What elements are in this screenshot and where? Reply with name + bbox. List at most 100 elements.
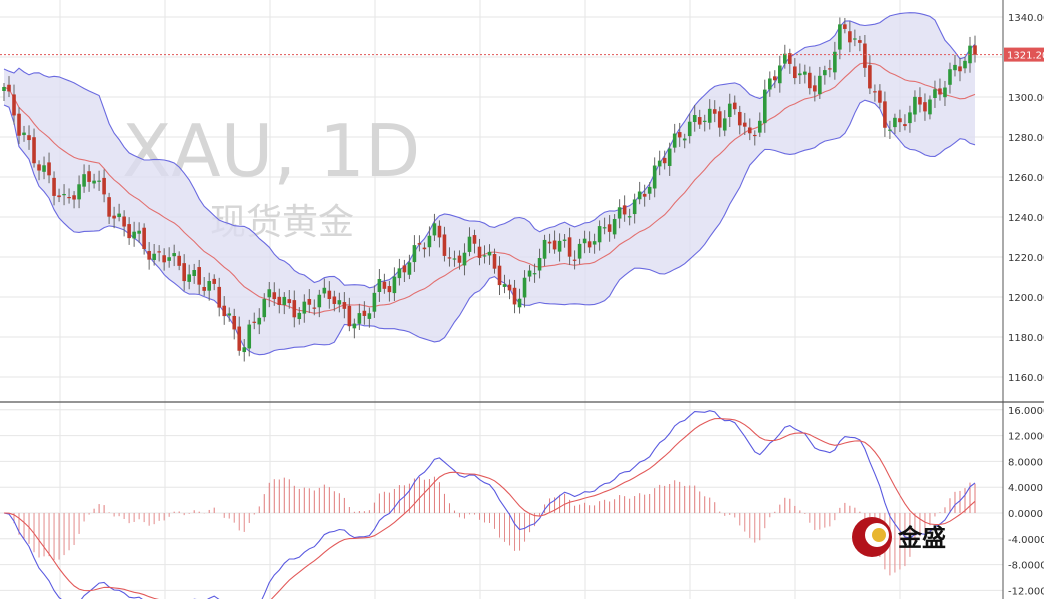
candle-body xyxy=(432,223,437,236)
candle-body xyxy=(823,70,827,76)
candle-body xyxy=(457,255,462,263)
candle-body xyxy=(848,31,852,43)
candle-body xyxy=(918,97,922,105)
candle-body xyxy=(772,76,777,81)
candle-body xyxy=(838,24,842,50)
candle-body xyxy=(923,102,927,112)
candle-body xyxy=(777,65,782,84)
candles xyxy=(2,17,977,362)
candle-body xyxy=(317,294,322,308)
price-tick-label: 1260.00 xyxy=(1008,173,1044,184)
candle-body xyxy=(207,281,212,291)
candle-body xyxy=(312,307,317,309)
candle-body xyxy=(412,245,417,263)
candle-body xyxy=(672,133,677,148)
candle-body xyxy=(402,265,407,273)
candle-body xyxy=(142,227,146,249)
candle-body xyxy=(803,71,807,75)
candle-body xyxy=(167,257,171,261)
candle-body xyxy=(272,292,277,300)
price-tick-label: 1200.00 xyxy=(1008,293,1044,304)
candle-body xyxy=(352,323,357,329)
macd-tick-label: 8.0000 xyxy=(1008,457,1043,468)
candle-body xyxy=(122,216,126,227)
candle-body xyxy=(247,324,252,349)
candle-body xyxy=(392,276,397,294)
candle-body xyxy=(818,75,822,95)
band-lower xyxy=(3,99,976,356)
candle-body xyxy=(913,96,917,115)
candle-body xyxy=(12,94,16,116)
candle-body xyxy=(147,250,151,260)
candle-body xyxy=(222,305,227,317)
brand-name: 金盛 xyxy=(897,524,946,552)
candle-body xyxy=(217,286,222,308)
candle-body xyxy=(452,258,457,260)
candle-body xyxy=(702,120,707,122)
candle-body xyxy=(502,284,507,287)
candle-body xyxy=(883,101,887,128)
candle-body xyxy=(742,122,747,127)
candle-body xyxy=(152,253,156,260)
last-price-label: 1321.20 xyxy=(1007,51,1044,62)
bollinger-band xyxy=(3,12,976,356)
candle-body xyxy=(372,292,377,312)
candle-body xyxy=(737,111,742,126)
candle-body xyxy=(337,300,342,305)
candle-body xyxy=(492,254,497,269)
band-upper xyxy=(3,12,976,289)
price-tick-label: 1240.00 xyxy=(1008,213,1044,224)
macd-tick-label: 4.0000 xyxy=(1008,483,1043,494)
macd-lines xyxy=(3,410,976,599)
candle-body xyxy=(813,85,817,92)
candle-body xyxy=(237,326,242,351)
candle-body xyxy=(387,286,392,293)
candle-body xyxy=(202,286,207,291)
brand-logo: 金盛 xyxy=(852,517,946,557)
candle-body xyxy=(117,213,121,218)
candle-body xyxy=(332,296,337,304)
candle-body xyxy=(427,235,432,248)
candle-body xyxy=(717,111,722,128)
candle-body xyxy=(112,215,116,219)
candle-body xyxy=(682,138,687,141)
candle-body xyxy=(362,310,367,316)
candle-body xyxy=(72,195,76,200)
candle-body xyxy=(517,298,522,308)
candle-body xyxy=(863,43,867,68)
candle-body xyxy=(397,268,402,279)
candle-body xyxy=(843,24,847,29)
candle-body xyxy=(267,289,272,298)
candle-body xyxy=(757,120,762,133)
candle-body xyxy=(552,240,557,250)
candle-body xyxy=(783,53,787,64)
candle-body xyxy=(793,66,797,79)
candle-body xyxy=(192,270,196,277)
candle-body xyxy=(747,127,752,134)
candle-body xyxy=(542,239,547,259)
candle-body xyxy=(377,278,382,292)
candle-body xyxy=(727,103,732,117)
band-fill xyxy=(4,12,975,355)
candle-body xyxy=(82,174,86,187)
price-tick-label: 1180.00 xyxy=(1008,333,1044,344)
candle-body xyxy=(62,193,66,196)
candle-body xyxy=(712,109,717,114)
macd-tick-label: -4.0000 xyxy=(1008,535,1044,546)
candle-body xyxy=(607,224,612,232)
candle-body xyxy=(858,40,862,43)
candle-body xyxy=(107,197,111,217)
macd-histogram xyxy=(8,476,976,576)
candle-body xyxy=(262,299,267,318)
candle-body xyxy=(242,347,247,353)
candle-body xyxy=(7,84,11,92)
candle-body xyxy=(928,99,932,115)
candle-body xyxy=(182,263,186,282)
price-tick-label: 1340.00 xyxy=(1008,13,1044,24)
candle-body xyxy=(472,235,477,244)
candle-body xyxy=(102,177,106,195)
candle-body xyxy=(647,186,652,194)
candle-body xyxy=(407,262,412,275)
candle-body xyxy=(933,89,937,98)
candle-body xyxy=(767,78,772,90)
